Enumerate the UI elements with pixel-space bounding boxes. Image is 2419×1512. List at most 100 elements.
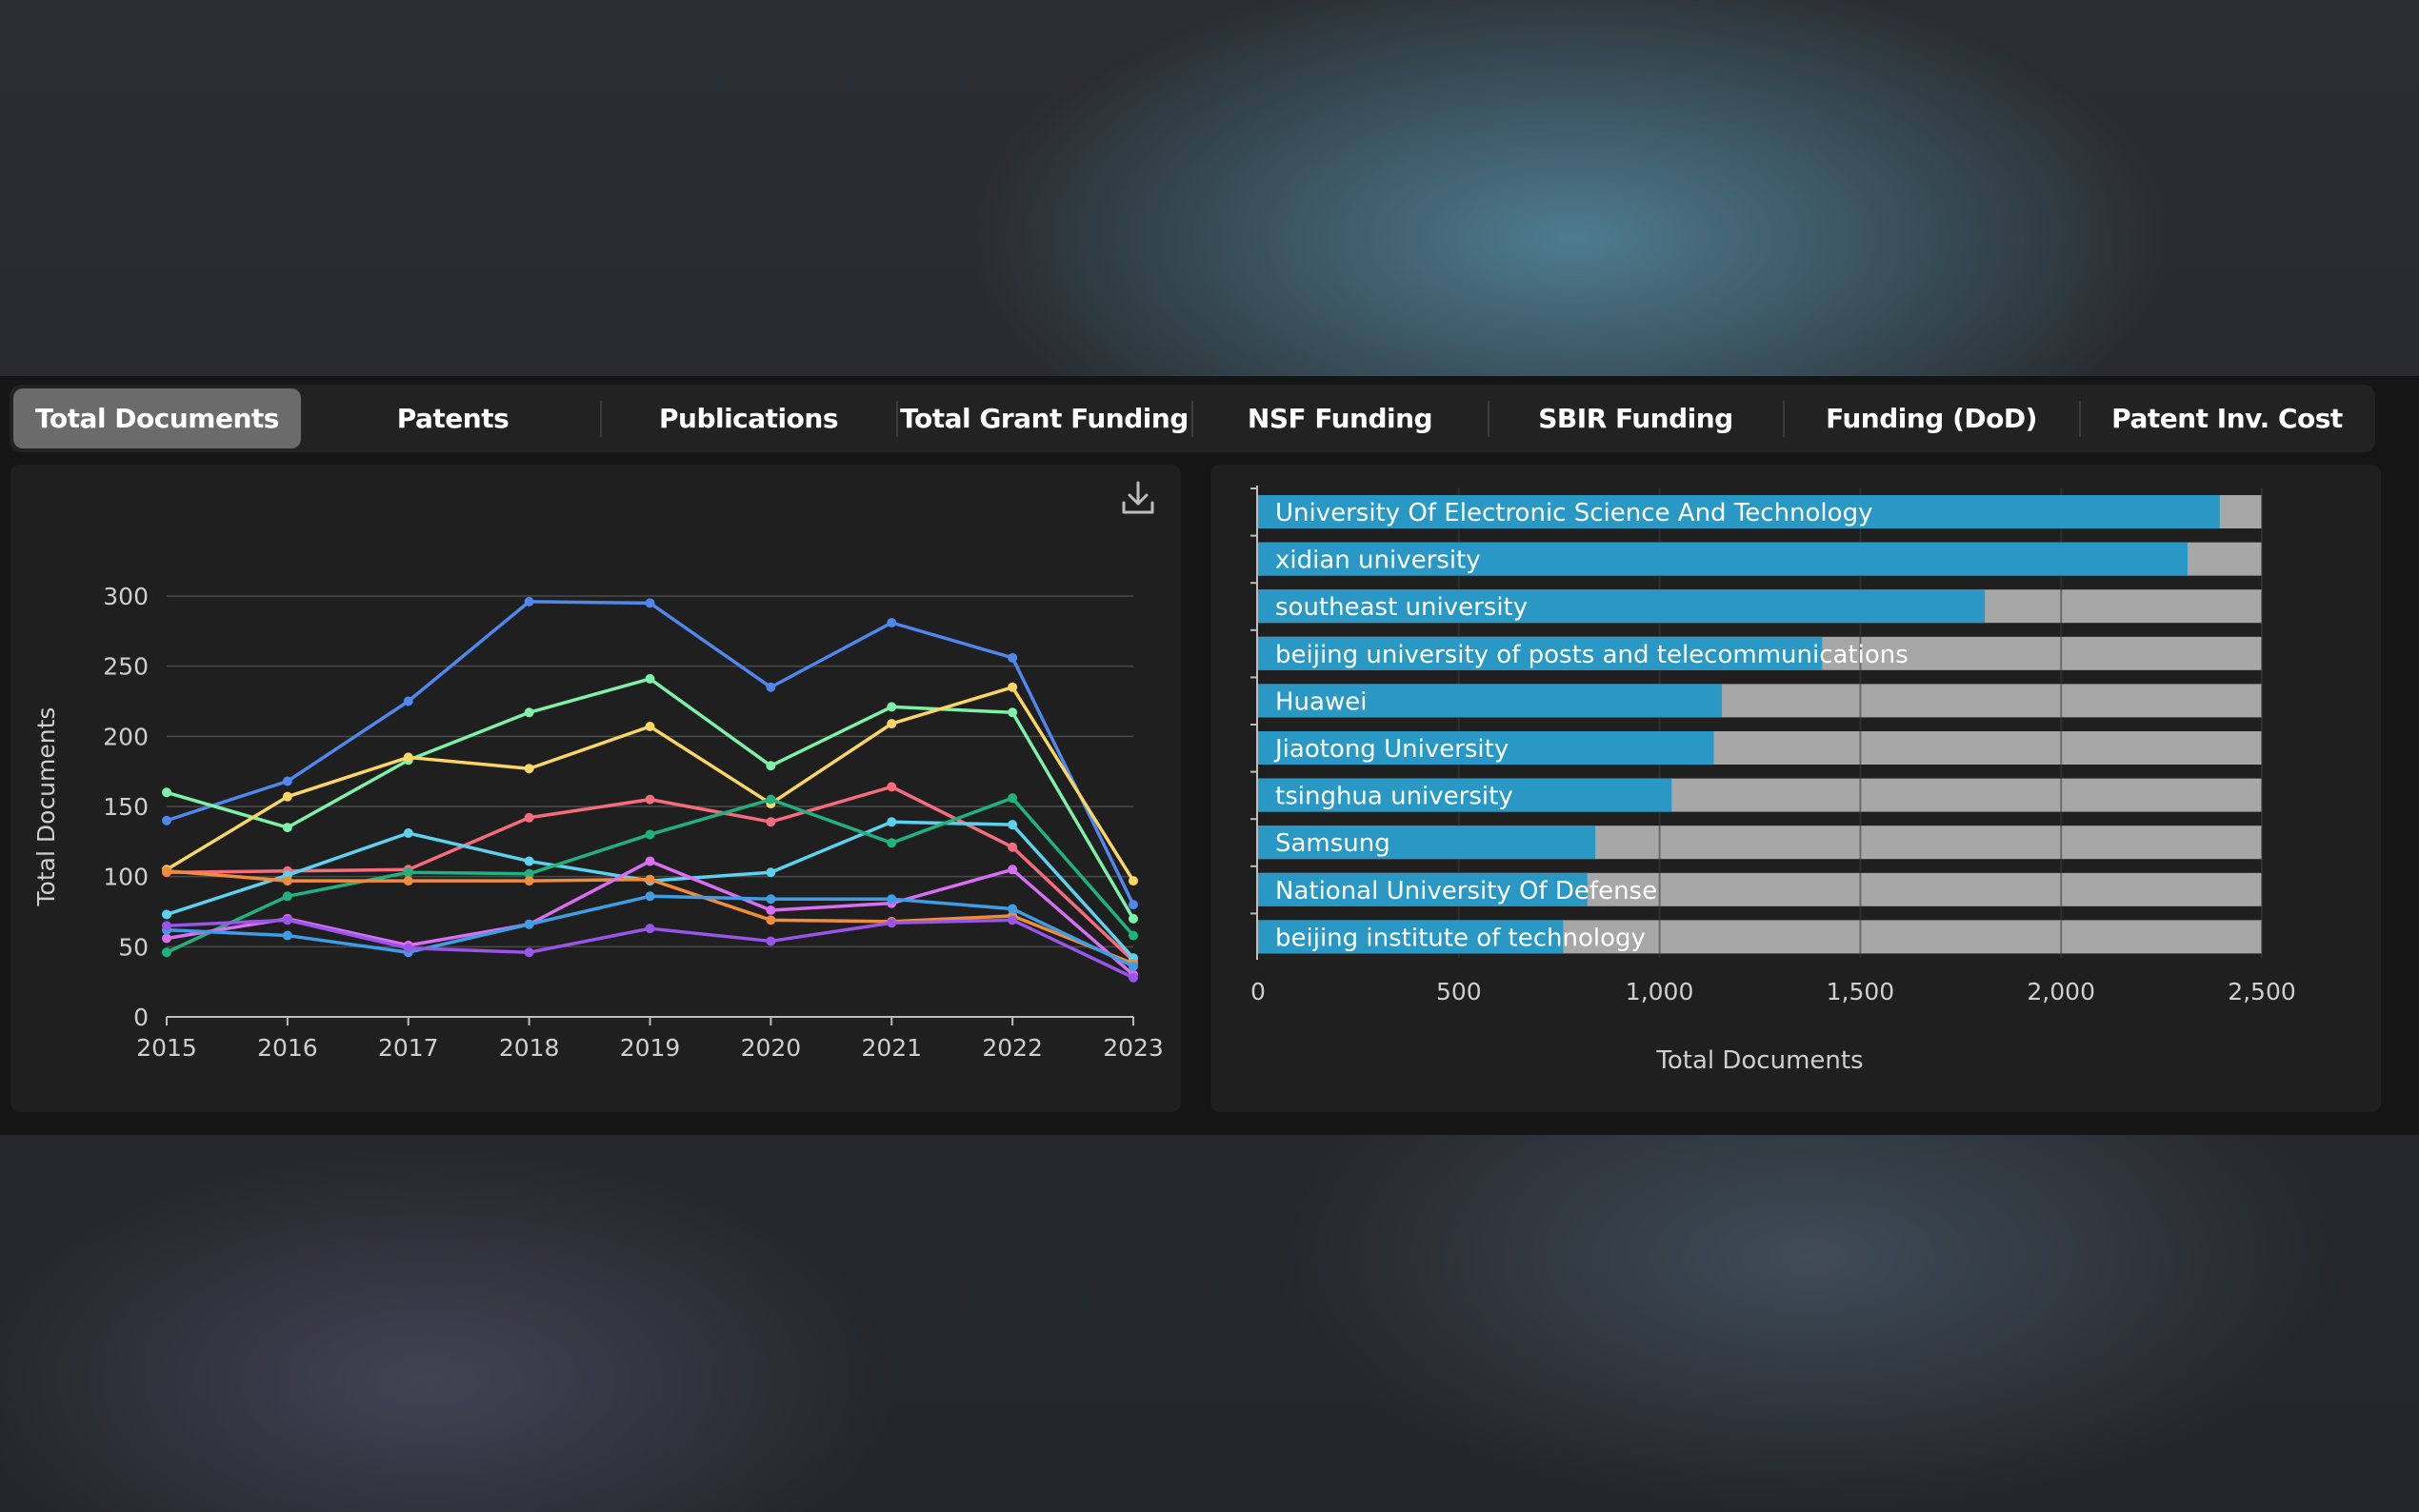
data-point[interactable] [524,868,534,879]
data-point[interactable] [1129,930,1138,941]
data-point[interactable] [766,817,776,827]
tab-patents[interactable]: Patents [396,403,510,434]
download-icon[interactable] [1119,479,1157,517]
data-point[interactable] [524,764,534,774]
data-point[interactable] [162,865,171,876]
data-point[interactable] [645,722,655,732]
bar[interactable] [1258,872,1588,906]
data-point[interactable] [403,876,413,886]
data-point[interactable] [162,947,171,958]
tab-funding-dod[interactable]: Funding (DoD) [1826,403,2037,434]
bar[interactable] [1258,826,1596,860]
data-point[interactable] [766,794,776,805]
data-point[interactable] [887,817,897,827]
tab-total-grant-funding[interactable]: Total Grant Funding [900,403,1189,434]
data-point[interactable] [403,696,413,706]
tab-separator [600,401,602,437]
data-point[interactable] [1129,961,1138,971]
tab-patent-inv-cost[interactable]: Patent Inv. Cost [2111,403,2343,434]
data-point[interactable] [282,823,292,833]
data-point[interactable] [645,874,655,885]
data-point[interactable] [162,815,171,826]
data-point[interactable] [282,776,292,786]
bar[interactable] [1258,589,1986,624]
data-point[interactable] [887,719,897,729]
data-point[interactable] [524,707,534,718]
data-point[interactable] [162,909,171,920]
data-point[interactable] [645,598,655,608]
x-tick-label: 2020 [741,1034,802,1062]
data-point[interactable] [282,930,292,941]
data-point[interactable] [887,894,897,905]
data-point[interactable] [1008,707,1018,718]
tab-sbir-funding[interactable]: SBIR Funding [1538,403,1733,434]
data-point[interactable] [1129,913,1138,924]
x-tick-label: 2019 [620,1034,681,1062]
x-tick-label: 1,000 [1626,978,1694,1005]
data-point[interactable] [645,673,655,684]
data-point[interactable] [766,936,776,946]
data-point[interactable] [1008,915,1018,925]
bar-category-label: xidian university [1275,547,1481,575]
data-point[interactable] [524,947,534,958]
data-point[interactable] [766,894,776,905]
tab-separator [1783,401,1785,437]
data-point[interactable] [645,856,655,866]
data-point[interactable] [282,915,292,925]
data-point[interactable] [887,702,897,712]
tab-separator [2078,401,2081,437]
y-tick-label: 250 [103,653,149,681]
bar[interactable] [1258,920,1564,954]
data-point[interactable] [1129,972,1138,983]
data-point[interactable] [766,915,776,925]
data-point[interactable] [282,891,292,902]
data-point[interactable] [887,782,897,792]
data-point[interactable] [645,794,655,805]
tab-total-documents[interactable]: Total Documents [13,388,301,448]
data-point[interactable] [645,891,655,902]
data-point[interactable] [1129,900,1138,910]
data-point[interactable] [403,943,413,953]
bar[interactable] [1258,495,2220,528]
bar[interactable] [1258,778,1672,812]
data-point[interactable] [1008,682,1018,692]
data-point[interactable] [766,761,776,771]
data-point[interactable] [524,856,534,866]
data-point[interactable] [645,924,655,934]
data-point[interactable] [1008,842,1018,852]
data-point[interactable] [1129,876,1138,886]
data-point[interactable] [403,827,413,838]
data-point[interactable] [1008,652,1018,663]
tab-publications[interactable]: Publications [658,403,839,434]
data-point[interactable] [403,752,413,763]
data-point[interactable] [162,787,171,798]
data-point[interactable] [162,933,171,944]
tab-nsf-funding[interactable]: NSF Funding [1247,403,1433,434]
y-tick-label: 150 [103,793,149,821]
data-point[interactable] [766,867,776,878]
data-point[interactable] [162,921,171,931]
data-point[interactable] [887,918,897,928]
data-point[interactable] [1008,820,1018,830]
data-point[interactable] [1008,793,1018,804]
data-point[interactable] [282,791,292,802]
bar[interactable] [1258,542,2189,576]
data-point[interactable] [766,905,776,916]
data-point[interactable] [524,876,534,886]
data-point[interactable] [766,682,776,692]
data-point[interactable] [1008,865,1018,875]
data-point[interactable] [1008,904,1018,914]
y-axis-title: Total Documents [32,707,60,907]
data-point[interactable] [645,829,655,840]
data-point[interactable] [403,867,413,878]
bar[interactable] [1258,731,1714,765]
bar[interactable] [1258,636,1823,670]
bar[interactable] [1258,684,1722,718]
series-line-3[interactable] [166,686,1135,883]
data-point[interactable] [887,838,897,848]
data-point[interactable] [524,812,534,823]
data-point[interactable] [524,919,534,929]
data-point[interactable] [887,617,897,627]
data-point[interactable] [524,596,534,607]
data-point[interactable] [282,876,292,886]
